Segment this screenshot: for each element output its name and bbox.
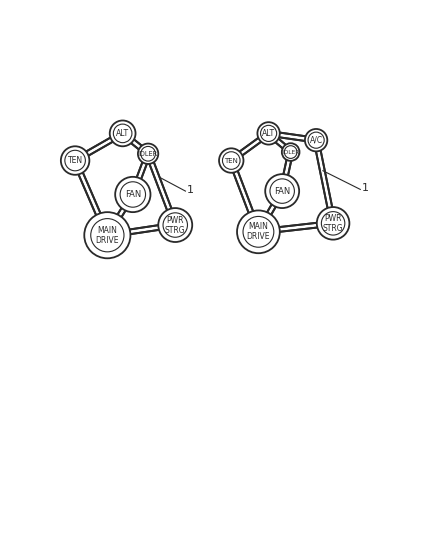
Text: IDLER: IDLER bbox=[282, 150, 299, 155]
Circle shape bbox=[237, 211, 280, 253]
Text: PWR
STRG: PWR STRG bbox=[323, 214, 343, 233]
Circle shape bbox=[305, 129, 327, 151]
Text: FAN: FAN bbox=[274, 187, 290, 196]
Text: PWR
STRG: PWR STRG bbox=[165, 215, 186, 235]
Text: IDLER: IDLER bbox=[138, 151, 158, 157]
Text: FAN: FAN bbox=[125, 190, 141, 199]
Circle shape bbox=[138, 143, 158, 164]
Text: 1: 1 bbox=[362, 183, 369, 193]
Polygon shape bbox=[256, 190, 284, 233]
Circle shape bbox=[317, 207, 350, 240]
Polygon shape bbox=[267, 132, 292, 154]
Polygon shape bbox=[280, 151, 293, 191]
Polygon shape bbox=[121, 132, 150, 156]
Circle shape bbox=[61, 146, 89, 175]
Polygon shape bbox=[73, 159, 110, 236]
Circle shape bbox=[110, 120, 135, 146]
Polygon shape bbox=[230, 132, 270, 163]
Text: TEN: TEN bbox=[67, 156, 83, 165]
Text: A/C: A/C bbox=[310, 136, 323, 144]
Polygon shape bbox=[74, 131, 124, 163]
Polygon shape bbox=[146, 153, 177, 226]
Circle shape bbox=[84, 212, 131, 259]
Polygon shape bbox=[314, 140, 336, 224]
Polygon shape bbox=[258, 221, 333, 234]
Circle shape bbox=[265, 174, 299, 208]
Text: ALT: ALT bbox=[116, 129, 129, 138]
Circle shape bbox=[258, 122, 280, 144]
Polygon shape bbox=[106, 193, 135, 237]
Polygon shape bbox=[268, 131, 317, 142]
Text: MAIN
DRIVE: MAIN DRIVE bbox=[247, 222, 270, 241]
Circle shape bbox=[282, 143, 300, 161]
Text: MAIN
DRIVE: MAIN DRIVE bbox=[95, 225, 119, 245]
Circle shape bbox=[158, 208, 192, 242]
Polygon shape bbox=[107, 223, 176, 238]
Text: ALT: ALT bbox=[262, 129, 275, 138]
Polygon shape bbox=[229, 160, 261, 233]
Text: TEN: TEN bbox=[224, 158, 238, 164]
Polygon shape bbox=[131, 153, 150, 195]
Circle shape bbox=[219, 148, 244, 173]
Text: 1: 1 bbox=[187, 185, 194, 195]
Circle shape bbox=[115, 177, 151, 212]
